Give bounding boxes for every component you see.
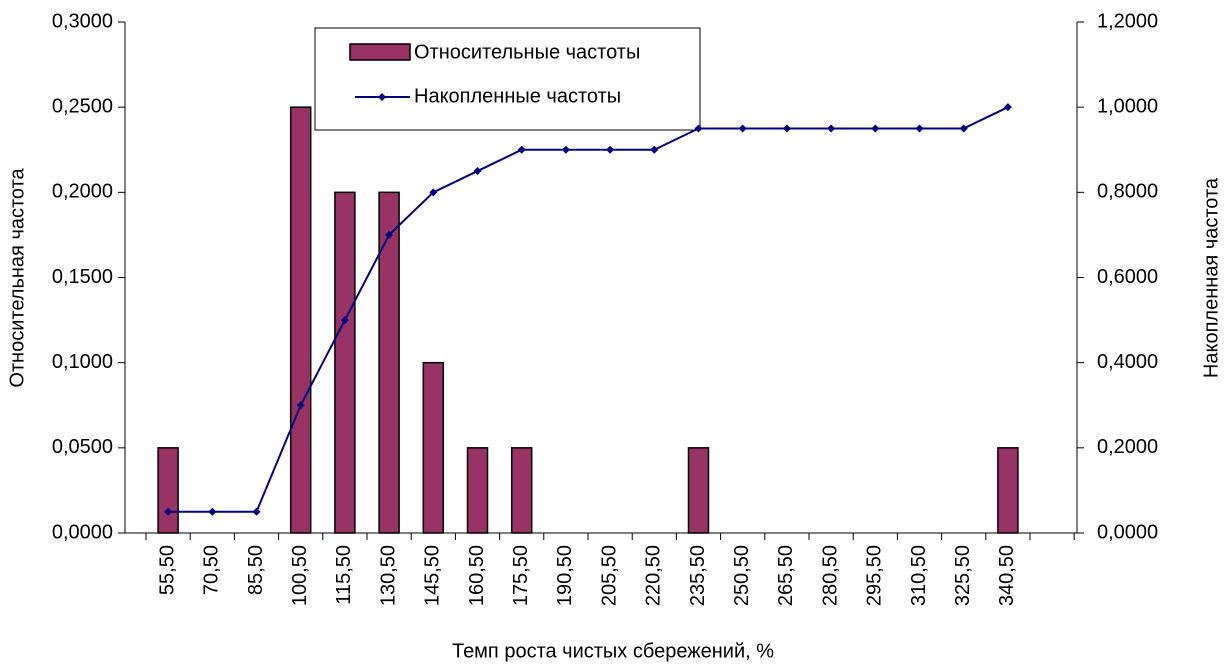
y2-axis-title: Накопленная частота (1200, 177, 1222, 378)
x-tick-label: 145,50 (422, 545, 444, 606)
bar (334, 191, 356, 534)
x-tick-label: 265,50 (775, 545, 797, 606)
x-tick-label: 220,50 (643, 545, 665, 606)
y2-tick-label: 1,0000 (1097, 95, 1158, 117)
x-tick-label: 55,50 (156, 545, 178, 595)
marker (473, 167, 482, 176)
bar (378, 191, 400, 534)
x-tick-label: 325,50 (952, 545, 974, 606)
y2-tick-label: 1,2000 (1097, 10, 1158, 32)
y2-tick-label: 0,6000 (1097, 266, 1158, 288)
y2-tick-label: 0,4000 (1097, 351, 1158, 373)
marker (429, 188, 438, 197)
marker (650, 145, 659, 154)
legend-label: Относительные частоты (414, 41, 640, 63)
bar (289, 106, 312, 534)
y-tick-label: 0,0000 (52, 521, 113, 543)
bar (422, 361, 445, 534)
marker (385, 230, 394, 239)
x-tick-label: 130,50 (377, 545, 399, 606)
marker (164, 507, 173, 516)
legend-label: Накопленные частоты (414, 85, 621, 107)
legend-marker (378, 93, 386, 101)
marker (517, 145, 526, 154)
marker (606, 145, 615, 154)
bar (997, 447, 1019, 534)
x-tick-label: 190,50 (554, 545, 576, 606)
marker (738, 124, 747, 133)
bar (510, 447, 533, 534)
line (168, 106, 1009, 513)
x-axis-title: Темп роста чистых сбережений, % (452, 640, 774, 662)
y2-tick-label: 0,2000 (1097, 436, 1158, 458)
x-tick-label: 160,50 (466, 545, 488, 606)
x-tick-label: 85,50 (245, 545, 267, 595)
y-tick-label: 0,2000 (52, 181, 113, 203)
legend-swatch (349, 43, 411, 61)
x-tick-label: 70,50 (201, 545, 223, 595)
x-tick-label: 115,50 (333, 545, 355, 605)
x-tick-label: 310,50 (908, 545, 930, 606)
x-tick-label: 175,50 (510, 545, 532, 606)
bar (466, 447, 489, 534)
x-tick-label: 280,50 (819, 545, 841, 606)
marker (959, 124, 968, 133)
marker (694, 124, 703, 133)
marker (871, 124, 880, 133)
bar (687, 447, 710, 534)
marker (252, 507, 261, 516)
marker (340, 316, 349, 325)
marker (208, 507, 217, 516)
x-tick-label: 340,50 (996, 545, 1018, 606)
x-tick-label: 295,50 (864, 545, 886, 606)
x-tick-label: 100,50 (289, 545, 311, 606)
marker (1003, 103, 1012, 112)
marker (827, 124, 836, 133)
marker (915, 124, 924, 133)
y2-tick-label: 0,8000 (1097, 181, 1158, 203)
marker (296, 401, 305, 410)
marker (782, 124, 791, 133)
y2-tick-label: 0,0000 (1097, 521, 1158, 543)
y-tick-label: 0,1500 (52, 266, 113, 288)
marker (561, 145, 570, 154)
y-tick-label: 0,3000 (52, 10, 113, 32)
y-tick-label: 0,2500 (52, 95, 113, 117)
y-axis-title: Относительная частота (6, 167, 28, 387)
x-tick-label: 235,50 (687, 545, 709, 606)
x-tick-label: 250,50 (731, 545, 753, 606)
x-tick-label: 205,50 (598, 545, 620, 606)
y-tick-label: 0,1000 (52, 351, 113, 373)
y-tick-label: 0,0500 (52, 436, 113, 458)
bar (157, 447, 179, 534)
